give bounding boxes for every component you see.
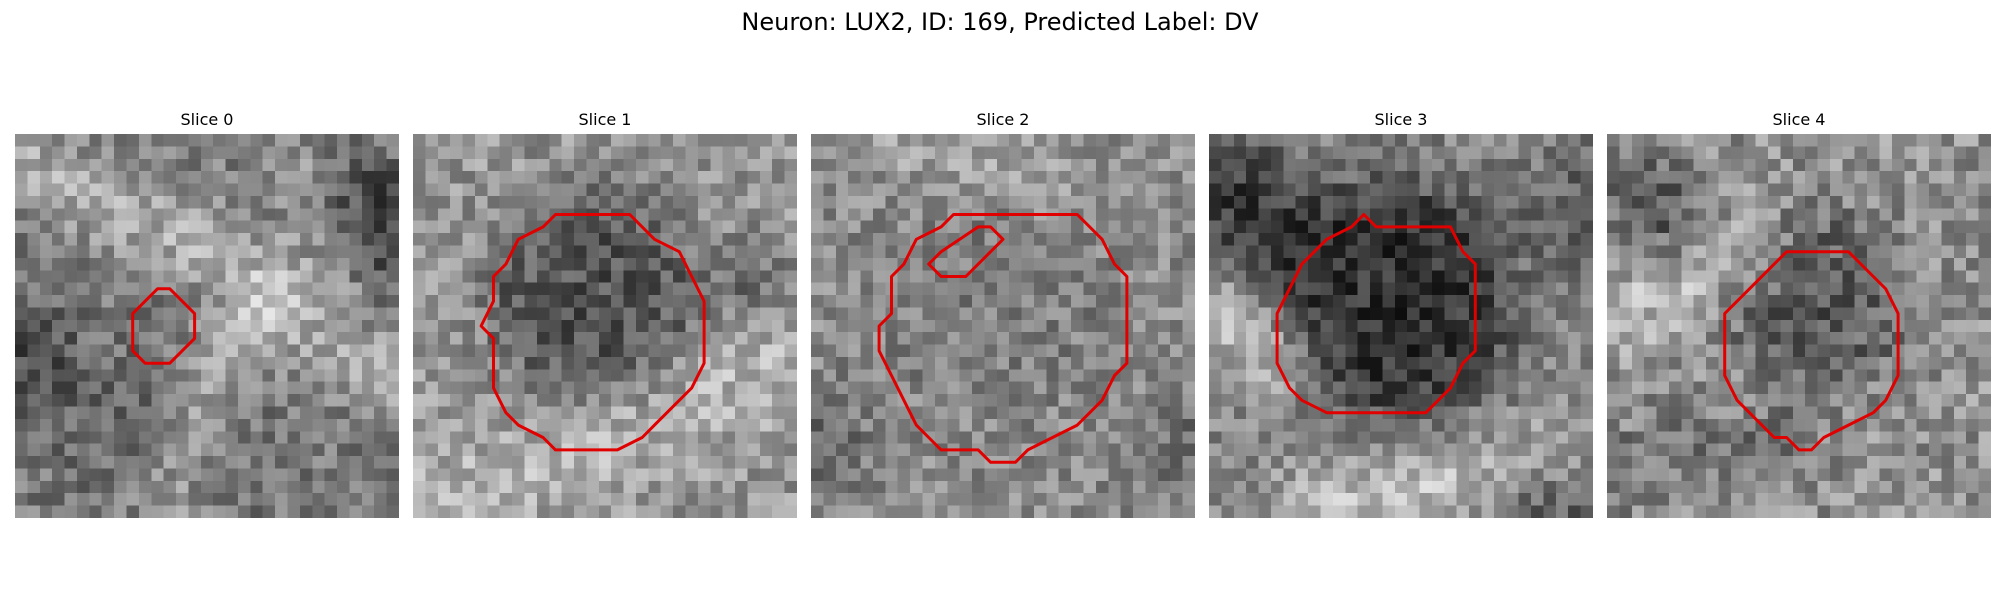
slice-panel-0: Slice 0	[15, 108, 399, 518]
slice-title-4: Slice 4	[1772, 110, 1826, 129]
slice-panel-4: Slice 4	[1607, 108, 1991, 518]
figure-title: Neuron: LUX2, ID: 169, Predicted Label: …	[741, 8, 1259, 36]
segmentation-contour	[877, 213, 1129, 464]
pixel-grid	[1607, 134, 1991, 518]
slice-image-1	[413, 134, 797, 518]
slice-image-2	[811, 134, 1195, 518]
pixel-grid	[15, 134, 399, 518]
pixel-grid	[1209, 134, 1593, 518]
pixel-grid	[413, 134, 797, 518]
slice-panel-2: Slice 2	[811, 108, 1195, 518]
segmentation-contour	[1723, 250, 1900, 452]
slice-panel-1: Slice 1	[413, 108, 797, 518]
slice-image-0	[15, 134, 399, 518]
segmentation-hole-contour	[927, 225, 1005, 278]
segmentation-contour	[479, 213, 706, 452]
pixel-grid	[811, 134, 1195, 518]
slice-title-3: Slice 3	[1374, 110, 1428, 129]
segmentation-contour	[1275, 213, 1477, 415]
slice-image-3	[1209, 134, 1593, 518]
segmentation-contour	[131, 287, 197, 365]
slice-title-0: Slice 0	[180, 110, 234, 129]
slice-panel-3: Slice 3	[1209, 108, 1593, 518]
slice-title-2: Slice 2	[976, 110, 1030, 129]
slice-title-1: Slice 1	[578, 110, 632, 129]
slice-image-4	[1607, 134, 1991, 518]
